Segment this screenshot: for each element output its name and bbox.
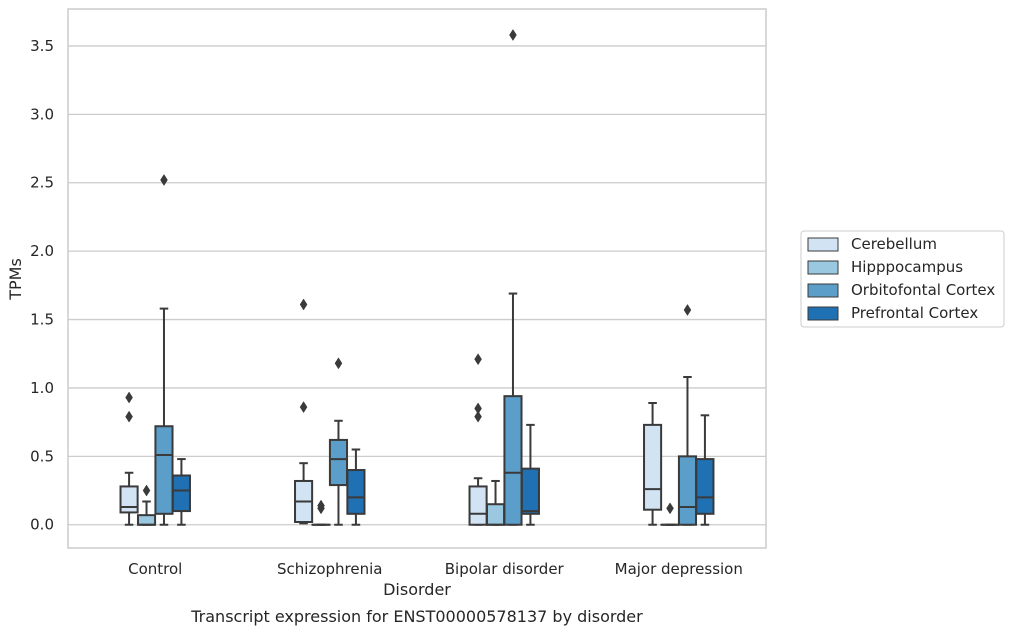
legend-label: Prefrontal Cortex [851, 304, 978, 322]
y-tick-label: 1.0 [30, 379, 54, 397]
box-group [154, 174, 174, 526]
outlier-point [299, 298, 308, 311]
box-group [294, 298, 314, 525]
x-tick-label: Schizophrenia [277, 560, 382, 578]
legend-label: Orbitofontal Cortex [851, 281, 995, 299]
box-group [503, 29, 523, 526]
box [171, 474, 191, 513]
box [119, 485, 139, 514]
box-group [346, 448, 366, 526]
y-tick-label: 2.5 [30, 174, 54, 192]
legend-swatch [807, 260, 839, 275]
y-tick-label: 0.5 [30, 447, 54, 465]
box [346, 469, 366, 515]
outlier-point [509, 29, 517, 41]
outlier-point [474, 410, 482, 423]
legend-swatch [807, 306, 839, 321]
box-group [119, 391, 139, 526]
box [520, 467, 540, 515]
x-axis-ticks: Control Schizophrenia Bipolar disorder Majo… [128, 560, 743, 578]
y-axis-ticks: 0.0 0.5 1.0 1.5 2.0 2.5 3.0 3.5 [30, 37, 54, 534]
legend-swatch [807, 237, 839, 252]
box-series [119, 29, 715, 526]
x-tick-label: Control [128, 560, 182, 578]
box-group [136, 484, 157, 526]
outlier-point [299, 401, 308, 414]
x-tick-label: Major depression [615, 560, 743, 578]
legend: Cerebellum Hipppocampus Orbitofontal Corte… [800, 230, 1005, 328]
y-tick-label: 2.0 [30, 242, 54, 260]
outlier-point [142, 484, 151, 497]
box [503, 395, 523, 526]
y-tick-label: 3.0 [30, 105, 54, 123]
box-group [643, 401, 663, 526]
box-group [677, 303, 698, 526]
chart-caption: Transcript expression for ENST0000057813… [190, 607, 643, 626]
y-tick-label: 0.0 [30, 516, 54, 534]
box [677, 455, 698, 526]
box-group [520, 423, 540, 526]
box [328, 438, 349, 487]
y-tick-label: 1.5 [30, 311, 54, 329]
legend-frame [800, 230, 1005, 328]
outlier-point [160, 174, 168, 186]
outlier-point [125, 410, 133, 423]
box-group [485, 479, 506, 526]
box-group [468, 353, 488, 526]
outlier-point [125, 391, 133, 404]
gridlines [68, 45, 766, 526]
box [695, 458, 715, 515]
box-group [660, 502, 680, 526]
outlier-point [683, 303, 692, 316]
y-axis-title: TPMs [6, 258, 25, 301]
box-group [695, 414, 715, 526]
box-group [171, 458, 191, 526]
box [643, 423, 663, 511]
outlier-point [666, 502, 674, 515]
plot-area-frame [67, 8, 767, 549]
legend-label: Hipppocampus [851, 258, 963, 276]
x-axis-title: Disorder [383, 580, 451, 599]
outlier-point [317, 502, 325, 515]
box-group [328, 357, 349, 526]
box [485, 503, 506, 526]
outlier-point [334, 357, 343, 370]
box [154, 425, 174, 515]
y-tick-label: 3.5 [30, 37, 54, 55]
legend-label: Cerebellum [851, 235, 937, 253]
box [136, 514, 157, 526]
box [468, 485, 488, 526]
box-group [311, 499, 331, 526]
legend-swatch [807, 283, 839, 298]
outlier-point [474, 353, 482, 366]
x-tick-label: Bipolar disorder [445, 560, 565, 578]
